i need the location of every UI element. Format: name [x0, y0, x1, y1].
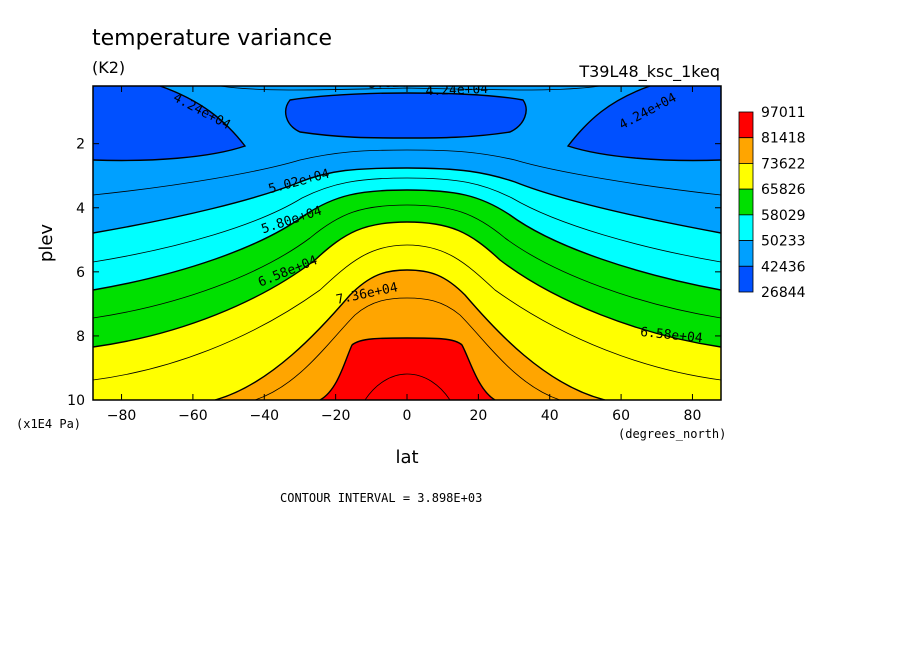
contour-line	[319, 337, 496, 400]
x-tick-label: −20	[321, 408, 351, 424]
y-axis-unit: (x1E4 Pa)	[16, 417, 81, 431]
contour-line	[93, 177, 721, 263]
contour-line	[93, 86, 247, 162]
y-tick-label: 2	[76, 137, 85, 153]
band-fill-26844-north-right	[568, 86, 721, 161]
y-axis-label: plev	[36, 224, 57, 263]
band-fill-26844-center	[285, 93, 527, 138]
contour-label: 4.24e+04	[425, 82, 488, 99]
legend-swatch	[738, 265, 754, 293]
contour-line	[93, 167, 721, 234]
contour-label: 6.58e+04	[639, 325, 703, 346]
contour-line	[93, 204, 721, 319]
legend-label: 58029	[761, 208, 806, 224]
legend-label: 73622	[761, 156, 806, 172]
x-tick-label: −40	[249, 408, 279, 424]
legend-swatch	[738, 111, 754, 139]
y-tick-label: 6	[76, 265, 85, 281]
legend-label: 81418	[761, 131, 806, 147]
contour-line	[566, 86, 721, 162]
legend-swatch	[738, 163, 754, 190]
x-axis-label: lat	[395, 447, 418, 468]
chart-title: temperature variance	[92, 26, 332, 51]
x-tick-label: 20	[469, 408, 487, 424]
contour-line	[254, 297, 561, 400]
x-tick-label: 80	[684, 408, 702, 424]
contour-interval-note: CONTOUR INTERVAL = 3.898E+03	[280, 491, 482, 505]
contour-line	[214, 269, 606, 400]
contour-line	[93, 221, 721, 348]
band-fill-73622	[215, 270, 605, 400]
contour-line	[284, 92, 527, 139]
contour-line	[93, 189, 721, 291]
x-tick-label: −80	[107, 408, 137, 424]
run-label: T39L48_ksc_1keq	[578, 62, 720, 82]
x-axis-unit: (degrees_north)	[618, 427, 726, 441]
legend-label: 50233	[761, 234, 806, 250]
y-tick-label: 4	[76, 201, 85, 217]
band-fill-26844-north-left	[93, 86, 245, 161]
legend-swatch	[738, 188, 754, 216]
x-tick-label: 60	[612, 408, 630, 424]
x-tick-label: −60	[178, 408, 208, 424]
legend-swatch	[738, 214, 754, 241]
legend-swatch	[738, 137, 754, 164]
color-legend: 97011 81418 73622 65826 58029 50233 42436 26844	[738, 105, 806, 301]
y-tick-label: 10	[67, 393, 85, 409]
contour-line	[93, 149, 721, 196]
y-ticks: 2 4 6 8 10	[67, 137, 721, 409]
legend-label: 26844	[761, 285, 806, 301]
contour-label: 5.02e+04	[368, 75, 431, 92]
legend-label: 42436	[761, 259, 806, 275]
legend-swatch	[738, 240, 754, 267]
x-tick-label: 40	[541, 408, 559, 424]
contour-line	[93, 244, 721, 381]
x-tick-label: 0	[403, 408, 412, 424]
x-ticks: −80 −60 −40 −20 0 20 40 60 80	[107, 86, 702, 424]
legend-label: 97011	[761, 105, 806, 121]
y-tick-label: 8	[76, 329, 85, 345]
plot-area: 5.02e+044.24e+044.24e+04 4.24e+045.02e+04…	[93, 75, 721, 400]
legend-label: 65826	[761, 182, 806, 198]
chart-subtitle: (K2)	[92, 58, 125, 77]
contour-line	[364, 373, 451, 400]
contour-lines	[93, 86, 721, 400]
band-fill-81418	[320, 338, 495, 400]
